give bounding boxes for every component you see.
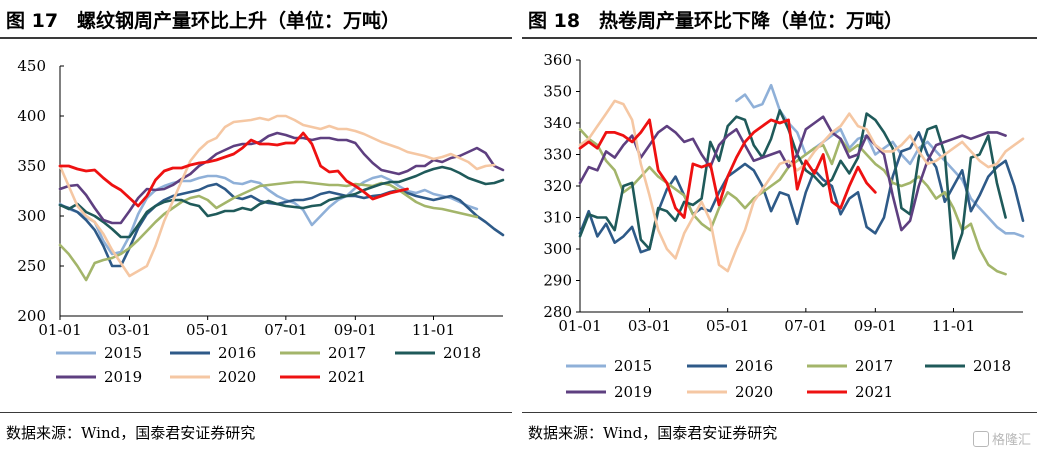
source-rule — [522, 412, 1037, 413]
title-rule — [0, 37, 512, 39]
x-tick-label: 09-01 — [334, 321, 377, 339]
legend-label-2021: 2021 — [855, 383, 893, 401]
legend-label-2016: 2016 — [218, 344, 256, 362]
y-tick-label: 250 — [17, 257, 46, 275]
chart-panel-right: 图 18 热卷周产量环比下降（单位：万吨） 280 290 300 310 320 330… — [522, 0, 1037, 452]
legend: 2015 2016 2017 2018 2019 2020 2021 — [566, 357, 1011, 401]
legend-label-2020: 2020 — [218, 368, 256, 386]
y-tick-label: 300 — [17, 207, 46, 225]
series-group — [58, 114, 505, 282]
y-tick-label: 400 — [17, 107, 46, 125]
y-tick-label: 330 — [543, 146, 572, 164]
legend-label-2016: 2016 — [735, 357, 773, 375]
x-tick-label: 09-01 — [854, 317, 897, 335]
chart-title: 图 18 热卷周产量环比下降（单位：万吨） — [528, 10, 904, 32]
line-chart-rebar: 200 250 300 350 400 450 01-01 03-01 05-01 07-01 09… — [17, 57, 505, 386]
x-tick-label: 11-01 — [412, 321, 455, 339]
series-line-2015 — [58, 174, 479, 256]
title-rule — [522, 37, 1037, 39]
y-tick-label: 450 — [17, 57, 46, 75]
legend-label-2017: 2017 — [328, 344, 366, 362]
chart-title: 图 17 螺纹钢周产量环比上升（单位：万吨） — [6, 10, 401, 32]
x-tick-label: 01-01 — [558, 317, 601, 335]
series-line-2016 — [58, 182, 505, 268]
x-tick-label: 07-01 — [264, 321, 307, 339]
legend-label-2015: 2015 — [104, 344, 142, 362]
x-tick-label: 05-01 — [706, 317, 749, 335]
legend-label-2018: 2018 — [443, 344, 481, 362]
series-line-2021 — [578, 118, 877, 219]
x-tick-label: 03-01 — [108, 321, 151, 339]
legend-label-2018: 2018 — [973, 357, 1011, 375]
y-tick-label: 360 — [543, 51, 572, 69]
series-line-2020 — [578, 99, 1025, 273]
x-tick-label: 03-01 — [628, 317, 671, 335]
data-source: 数据来源：Wind，国泰君安证券研究 — [6, 424, 256, 442]
y-tick-label: 280 — [543, 303, 572, 321]
x-tick-label: 11-01 — [932, 317, 975, 335]
legend-label-2017: 2017 — [855, 357, 893, 375]
logo-icon — [972, 431, 989, 447]
y-tick-label: 310 — [543, 209, 572, 227]
series-line-2021 — [58, 131, 409, 208]
legend-label-2020: 2020 — [735, 383, 773, 401]
legend-label-2019: 2019 — [614, 383, 652, 401]
y-tick-label: 300 — [543, 240, 572, 258]
y-tick-label: 350 — [543, 83, 572, 101]
series-line-2017 — [58, 180, 479, 282]
line-chart-hot-rolled-coil: 280 290 300 310 320 330 340 350 360 01-01 03-01 05-… — [543, 51, 1025, 401]
watermark: 格隆汇 — [972, 429, 1031, 448]
legend: 2015 2016 2017 2018 2019 2020 2021 — [56, 344, 481, 386]
series-line-2019 — [58, 131, 505, 225]
series-line-2018 — [58, 165, 505, 239]
legend-label-2015: 2015 — [614, 357, 652, 375]
y-tick-label: 290 — [543, 272, 572, 290]
x-tick-label: 01-01 — [38, 321, 81, 339]
y-tick-label: 350 — [17, 157, 46, 175]
y-tick-label: 340 — [543, 114, 572, 132]
legend-label-2019: 2019 — [104, 368, 142, 386]
watermark-text: 格隆汇 — [991, 433, 1031, 448]
series-line-2018 — [578, 109, 1007, 260]
series-group — [578, 83, 1025, 276]
x-tick-label: 05-01 — [186, 321, 229, 339]
data-source: 数据来源：Wind，国泰君安证券研究 — [528, 424, 778, 442]
source-rule — [0, 412, 512, 413]
chart-panel-left: 图 17 螺纹钢周产量环比上升（单位：万吨） 200 250 300 350 400 45… — [0, 0, 512, 452]
y-tick-label: 320 — [543, 177, 572, 195]
legend-label-2021: 2021 — [328, 368, 366, 386]
y-tick-label: 200 — [17, 307, 46, 325]
x-tick-label: 07-01 — [784, 317, 827, 335]
series-line-2020 — [58, 114, 496, 278]
